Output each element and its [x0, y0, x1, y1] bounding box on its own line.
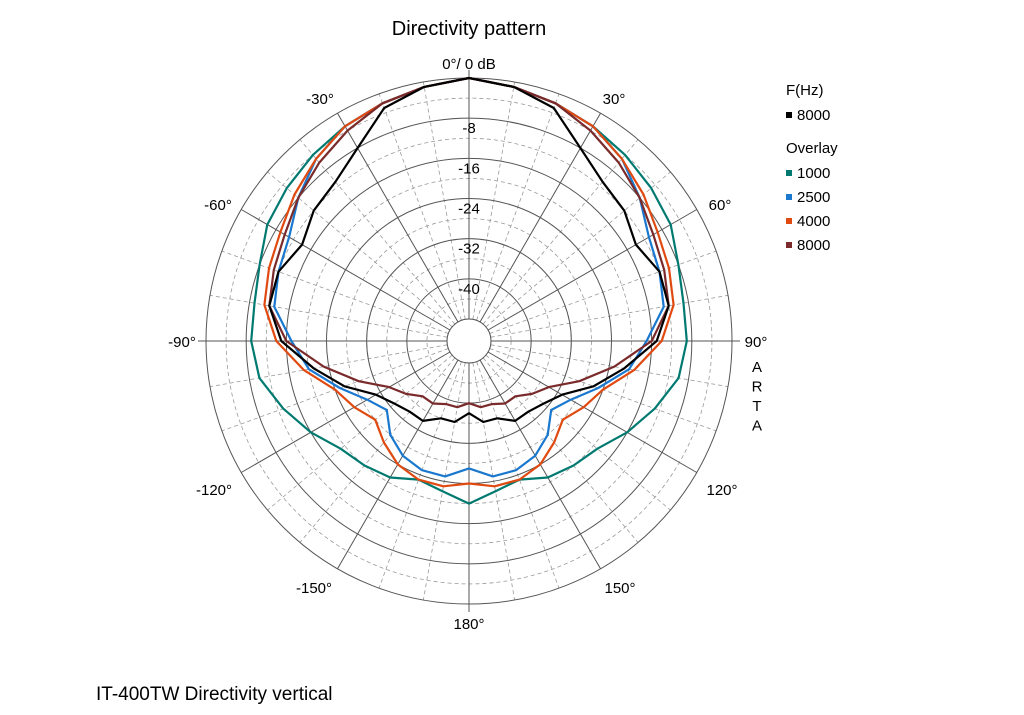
watermark-letter: T	[752, 398, 761, 415]
legend-label: 4000	[797, 213, 830, 230]
figure-caption: IT-400TW Directivity vertical	[96, 684, 333, 705]
major-spoke	[479, 112, 601, 323]
legend-swatch	[786, 242, 792, 248]
legend-label: 8000	[797, 107, 830, 124]
major-spoke	[487, 209, 698, 331]
polar-grid	[198, 70, 740, 612]
series-line-overlay-1000	[250, 76, 688, 505]
major-spoke	[487, 351, 698, 473]
series-line-overlay-2500	[273, 76, 665, 478]
angle-label: -30°	[306, 91, 334, 108]
legend-swatch	[786, 112, 792, 118]
angle-label: -150°	[296, 580, 332, 597]
ring-label: -8	[462, 120, 475, 137]
legend-overlay-header: Overlay	[786, 140, 838, 157]
angle-label: -120°	[196, 482, 232, 499]
watermark-letter: A	[752, 359, 762, 376]
legend-label: 2500	[797, 189, 830, 206]
ring-label: -32	[458, 241, 480, 258]
legend-main-header: F(Hz)	[786, 82, 824, 99]
center-circle	[446, 318, 492, 364]
legend-swatch	[786, 170, 792, 176]
major-spoke	[240, 209, 451, 331]
angle-label: 60°	[709, 197, 732, 214]
angle-label: 180°	[453, 616, 484, 633]
angle-label: 120°	[706, 482, 737, 499]
angle-label: 30°	[603, 91, 626, 108]
legend: F(Hz) 8000 Overlay 1000 2500 4000 8000	[786, 82, 838, 254]
legend-swatch	[786, 218, 792, 224]
series-line-overlay-4000	[263, 76, 675, 488]
legend-swatch	[786, 194, 792, 200]
angle-label: -60°	[204, 197, 232, 214]
legend-label: 8000	[797, 237, 830, 254]
watermark-letter: R	[752, 379, 763, 396]
ring-label: -40	[458, 281, 480, 298]
series-line-overlay-8000	[268, 76, 670, 409]
label-layer: Directivity pattern 0°/ 0 dB -30° 30° -60° 60…	[168, 18, 767, 633]
major-spoke	[337, 112, 459, 323]
watermark-letter: A	[752, 418, 762, 435]
series-layer	[250, 76, 688, 505]
major-spoke	[240, 351, 451, 473]
legend-label: 1000	[797, 165, 830, 182]
ring-label: -16	[458, 160, 480, 177]
series-line-main-8000	[268, 76, 670, 424]
angle-label: 150°	[604, 580, 635, 597]
chart-title: Directivity pattern	[392, 18, 547, 40]
top-angle-label: 0°/ 0 dB	[442, 56, 496, 73]
ring-label: -24	[458, 201, 480, 218]
angle-label: -90°	[168, 334, 196, 351]
angle-label: 90°	[745, 334, 768, 351]
